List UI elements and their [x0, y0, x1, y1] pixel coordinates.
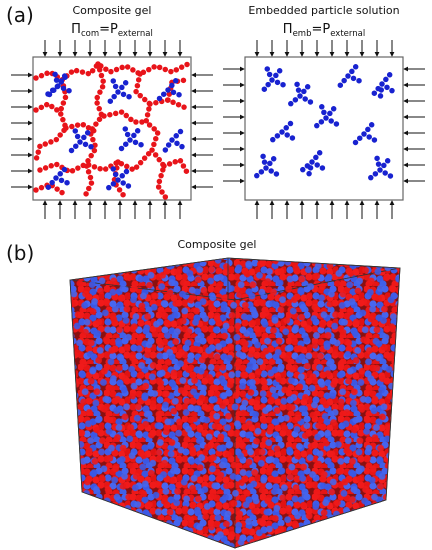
equation: Πcom=Pexternal: [71, 22, 153, 39]
eq-rhs: =P: [311, 22, 330, 37]
eq-subscript: external: [330, 29, 365, 39]
panel-title: Composite gel: [177, 238, 256, 251]
eq-subscript: com: [81, 29, 99, 39]
particle-clusters: [43, 67, 187, 193]
cube-render: [69, 257, 401, 549]
pressure-arrows: [11, 40, 425, 219]
panel-label: (b): [6, 241, 34, 265]
eq-symbol: Π: [283, 22, 293, 37]
panel-title: Composite gel: [72, 4, 151, 17]
eq-subscript: external: [118, 29, 153, 39]
simulation-box: [244, 56, 404, 201]
eq-symbol: Π: [71, 22, 81, 37]
particle-clusters: [251, 61, 397, 183]
panel-label: (a): [6, 3, 34, 27]
eq-rhs: =P: [99, 22, 118, 37]
panel-title: Embedded particle solution: [248, 4, 399, 17]
eq-subscript: emb: [293, 29, 312, 39]
equation: Πemb=Pexternal: [283, 22, 365, 39]
